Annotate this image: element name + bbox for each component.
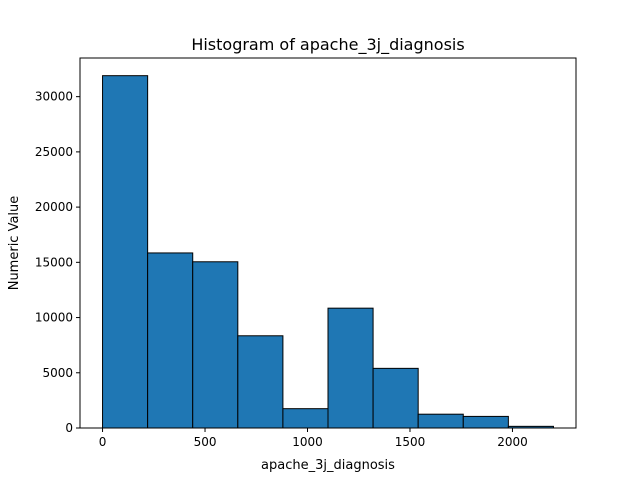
x-tick-label: 500 — [194, 435, 217, 449]
x-tick-label: 0 — [99, 435, 107, 449]
plot-frame — [79, 57, 577, 429]
histogram-bar — [417, 413, 464, 429]
x-axis: 0 500 1000 1500 2000 — [99, 428, 528, 449]
histogram-bar — [282, 408, 329, 429]
histogram-bar — [372, 367, 419, 429]
histogram-bar — [147, 252, 194, 429]
y-tick-label: 5000 — [42, 366, 73, 380]
y-tick-label: 20000 — [35, 200, 73, 214]
chart-title: Histogram of apache_3j_diagnosis — [191, 35, 464, 55]
x-axis-label: apache_3j_diagnosis — [261, 458, 395, 473]
y-tick-label: 25000 — [35, 145, 73, 159]
x-tick-label: 1500 — [395, 435, 426, 449]
x-tick-label: 1000 — [292, 435, 323, 449]
y-tick-label: 15000 — [35, 255, 73, 269]
x-tick-label: 2000 — [497, 435, 528, 449]
y-axis: 0 5000 10000 15000 20000 25000 30000 — [35, 90, 80, 435]
histogram-bar — [327, 307, 374, 429]
y-tick-label: 30000 — [35, 90, 73, 104]
y-axis-label: Numeric Value — [7, 196, 22, 291]
bars — [102, 75, 554, 429]
y-tick-label: 0 — [65, 421, 73, 435]
histogram-bar — [237, 335, 284, 429]
histogram-bar — [462, 415, 509, 429]
y-tick-label: 10000 — [35, 311, 73, 325]
histogram-bar — [192, 261, 239, 429]
histogram-bar — [102, 75, 149, 429]
